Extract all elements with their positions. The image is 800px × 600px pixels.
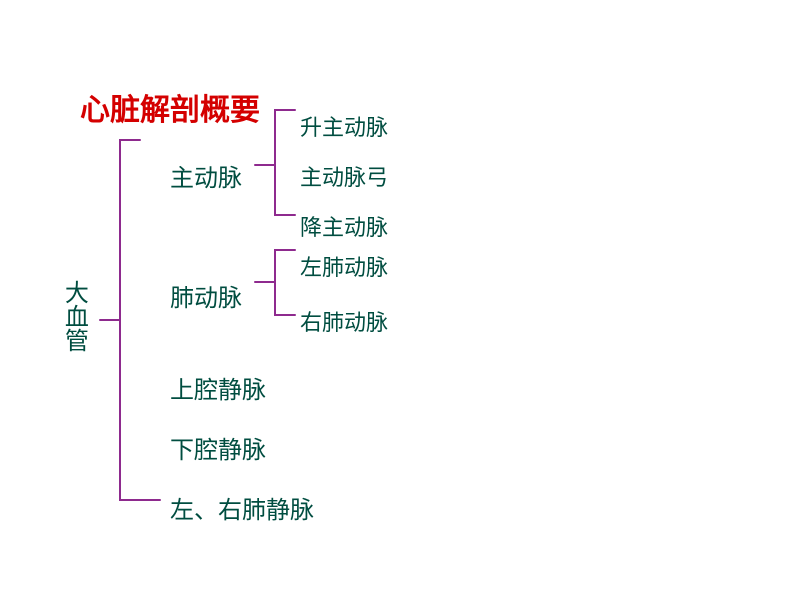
level1-item: 肺动脉 bbox=[170, 278, 242, 313]
diagram-canvas: 心脏解剖概要 大血管 主动脉 肺动脉 上腔静脉 下腔静脉 左、右肺静脉 升主动脉… bbox=[0, 0, 800, 600]
level1-item: 上腔静脉 bbox=[170, 370, 266, 405]
level2b-item: 右肺动脉 bbox=[300, 305, 388, 337]
level1-item: 左、右肺静脉 bbox=[170, 490, 314, 525]
level2a-item: 降主动脉 bbox=[300, 210, 388, 242]
level1-item: 主动脉 bbox=[170, 158, 242, 193]
level2a-item: 主动脉弓 bbox=[300, 160, 388, 192]
level1-item: 下腔静脉 bbox=[170, 430, 266, 465]
level2a-item: 升主动脉 bbox=[300, 110, 388, 142]
tree-root: 大血管 bbox=[60, 280, 86, 352]
bracket bbox=[255, 110, 295, 215]
bracket bbox=[100, 140, 160, 500]
bracket bbox=[255, 250, 295, 315]
level2b-item: 左肺动脉 bbox=[300, 250, 388, 282]
diagram-title: 心脏解剖概要 bbox=[80, 85, 260, 129]
